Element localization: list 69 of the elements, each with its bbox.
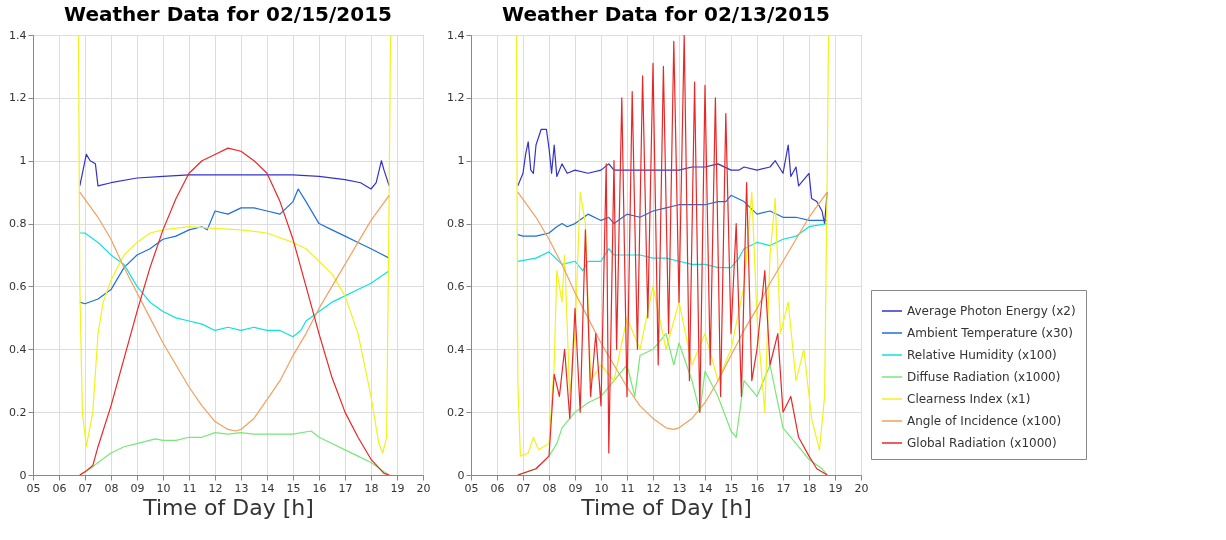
x-tick-label: 18	[364, 481, 379, 495]
y-tick-label: 0.2	[9, 405, 27, 419]
y-tick-label: 0.4	[447, 342, 465, 356]
x-tick-label: 06	[490, 481, 505, 495]
x-tick-label: 09	[130, 481, 145, 495]
y-tick-label: 1.4	[9, 28, 27, 42]
line-series	[517, 194, 828, 237]
x-tick-label: 08	[104, 481, 119, 495]
line-series	[79, 188, 390, 305]
x-tick-label: 05	[464, 481, 479, 495]
y-tick-label: 1.2	[447, 91, 465, 105]
y-tick-label: 1.4	[447, 28, 465, 42]
x-axis-title: Time of Day [h]	[580, 494, 752, 520]
y-tick-label: 0	[19, 468, 27, 482]
x-axis-title: Time of Day [h]	[142, 494, 314, 520]
legend-label: Angle of Incidence (x100)	[907, 414, 1062, 428]
x-tick-label: 10	[594, 481, 609, 495]
x-tick-label: 14	[260, 481, 275, 495]
y-tick-label: 1	[457, 154, 465, 168]
x-tick-label: 14	[698, 481, 713, 495]
x-tick-label: 07	[516, 481, 531, 495]
y-tick-label: 0.6	[9, 279, 27, 293]
x-tick-label: 10	[156, 481, 171, 495]
x-tick-label: 13	[672, 481, 687, 495]
legend-label: Ambient Temperature (x30)	[907, 326, 1073, 340]
line-series	[79, 232, 390, 338]
x-tick-label: 16	[312, 481, 327, 495]
y-tick-label: 1	[19, 154, 27, 168]
y-tick-label: 0.8	[9, 217, 27, 231]
x-tick-label: 07	[78, 481, 93, 495]
y-tick-label: 0.4	[9, 342, 27, 356]
x-tick-label: 19	[828, 481, 843, 495]
legend-label: Relative Humidity (x100)	[907, 348, 1057, 362]
line-series	[79, 191, 390, 432]
line-series	[517, 191, 828, 431]
x-tick-label: 19	[390, 481, 405, 495]
x-tick-label: 11	[182, 481, 197, 495]
x-tick-label: 17	[776, 481, 791, 495]
legend-label: Average Photon Energy (x2)	[907, 304, 1076, 318]
legend-label: Diffuse Radiation (x1000)	[907, 370, 1061, 384]
y-tick-label: 0.6	[447, 279, 465, 293]
line-series	[79, 147, 390, 475]
y-tick-label: 0.8	[447, 217, 465, 231]
line-series	[77, 35, 392, 454]
y-tick-label: 1.2	[9, 91, 27, 105]
x-tick-label: 20	[854, 481, 869, 495]
x-tick-label: 18	[802, 481, 817, 495]
x-tick-label: 09	[568, 481, 583, 495]
x-tick-label: 12	[208, 481, 223, 495]
x-tick-label: 05	[26, 481, 41, 495]
chart-title: Weather Data for 02/13/2015	[502, 2, 830, 26]
x-tick-label: 13	[234, 481, 249, 495]
x-tick-label: 15	[724, 481, 739, 495]
line-series	[79, 153, 390, 190]
line-series	[517, 128, 828, 225]
x-tick-label: 12	[646, 481, 661, 495]
x-tick-label: 16	[750, 481, 765, 495]
chart-title: Weather Data for 02/15/2015	[64, 2, 392, 26]
y-tick-label: 0.2	[447, 405, 465, 419]
y-tick-label: 0	[457, 468, 465, 482]
x-tick-label: 11	[620, 481, 635, 495]
x-tick-label: 17	[338, 481, 353, 495]
legend-label: Clearness Index (x1)	[907, 392, 1031, 406]
x-tick-label: 20	[416, 481, 431, 495]
x-tick-label: 08	[542, 481, 557, 495]
line-series	[517, 222, 828, 272]
x-tick-label: 06	[52, 481, 67, 495]
legend-label: Global Radiation (x1000)	[907, 436, 1057, 450]
x-tick-label: 15	[286, 481, 301, 495]
